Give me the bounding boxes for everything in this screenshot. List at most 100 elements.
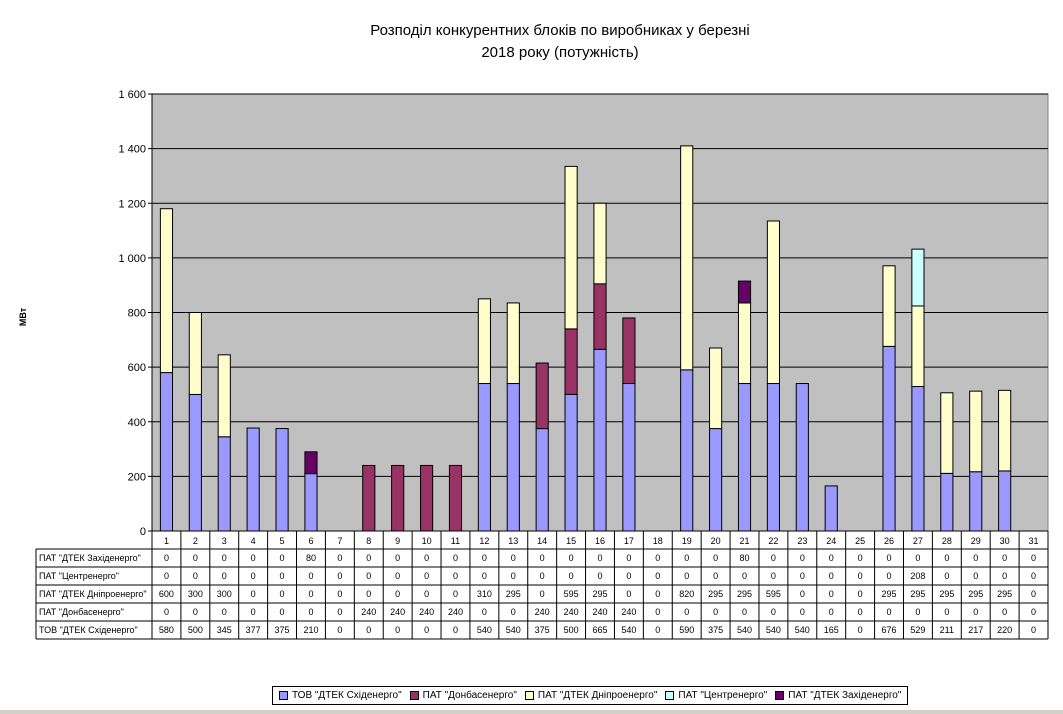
legend-label: ТОВ "ДТЕК Східенерго" <box>292 690 402 701</box>
table-cell-value: 0 <box>222 571 227 581</box>
table-series-name: ПАТ "Центренерго" <box>39 571 119 581</box>
table-cell-value: 0 <box>424 589 429 599</box>
table-cell-value: 0 <box>887 571 892 581</box>
table-cell-value: 0 <box>1002 553 1007 563</box>
table-cell-value: 295 <box>939 589 954 599</box>
table-cell-value: 0 <box>771 553 776 563</box>
table-cell-value: 0 <box>395 625 400 635</box>
table-series-name: ТОВ "ДТЕК Східенерго" <box>39 625 138 635</box>
bar-segment <box>998 389 1012 472</box>
bar-segment <box>362 464 376 532</box>
chart-title: Розподіл конкурентних блоків по виробник… <box>260 20 860 64</box>
table-cell-value: 540 <box>506 625 521 635</box>
table-cell-value: 0 <box>280 607 285 617</box>
table-cell-value: 0 <box>1031 553 1036 563</box>
bar-segment <box>506 302 520 385</box>
y-tick-label: 200 <box>128 471 146 483</box>
table-cell-value: 375 <box>535 625 550 635</box>
table-cell-value: 295 <box>737 589 752 599</box>
y-tick-label: 0 <box>140 526 146 538</box>
table-cell-value: 595 <box>766 589 781 599</box>
bar-segment <box>593 202 607 285</box>
table-cell-value: 0 <box>626 553 631 563</box>
x-tick-label: 10 <box>422 536 432 546</box>
bar-segment <box>969 390 983 473</box>
table-cell-value: 0 <box>858 607 863 617</box>
table-cell-value: 295 <box>910 589 925 599</box>
table-cell-value: 0 <box>308 589 313 599</box>
bar-segment <box>882 265 896 347</box>
table-cell-value: 240 <box>592 607 607 617</box>
x-tick-label: 8 <box>366 536 371 546</box>
table-cell-value: 540 <box>737 625 752 635</box>
table-cell-value: 0 <box>164 553 169 563</box>
table-cell-value: 0 <box>280 589 285 599</box>
table-cell-value: 0 <box>337 607 342 617</box>
table-cell-value: 80 <box>306 553 316 563</box>
x-tick-label: 11 <box>451 536 460 546</box>
table-cell-value: 0 <box>973 571 978 581</box>
table-cell-value: 0 <box>453 571 458 581</box>
bar-segment <box>680 369 694 532</box>
table-cell-value: 0 <box>569 571 574 581</box>
bar-segment <box>882 345 896 532</box>
x-tick-label: 4 <box>251 536 256 546</box>
x-tick-label: 15 <box>566 536 576 546</box>
table-cell-value: 0 <box>858 625 863 635</box>
chart-title-line1: Розподіл конкурентних блоків по виробник… <box>370 22 750 39</box>
table-cell-value: 0 <box>251 553 256 563</box>
table-cell-value: 0 <box>395 553 400 563</box>
table-cell-value: 0 <box>1002 607 1007 617</box>
table-cell-value: 0 <box>395 571 400 581</box>
table-cell-value: 295 <box>997 589 1012 599</box>
table-cell-value: 345 <box>217 625 232 635</box>
y-tick-label: 1 000 <box>118 253 146 265</box>
table-cell-value: 0 <box>684 553 689 563</box>
table-cell-value: 0 <box>337 589 342 599</box>
x-tick-label: 30 <box>1000 536 1010 546</box>
table-cell-value: 210 <box>303 625 318 635</box>
x-tick-label: 31 <box>1029 536 1039 546</box>
table-cell-value: 0 <box>1031 607 1036 617</box>
legend-label: ПАТ "Центренерго" <box>678 690 768 701</box>
table-cell-value: 0 <box>424 553 429 563</box>
table-cell-value: 0 <box>424 625 429 635</box>
bar-segment <box>506 383 520 532</box>
bar-segment <box>188 393 202 532</box>
y-tick-label: 400 <box>128 417 146 429</box>
table-cell-value: 240 <box>390 607 405 617</box>
x-tick-label: 20 <box>711 536 721 546</box>
bar-segment <box>477 298 491 385</box>
legend-swatch <box>279 691 288 700</box>
legend-item: ПАТ "ДТЕК Дніпроенерго" <box>524 690 657 701</box>
bar-segment <box>275 428 289 532</box>
table-cell-value: 0 <box>655 589 660 599</box>
table-cell-value: 0 <box>511 553 516 563</box>
y-tick-label: 800 <box>128 308 146 320</box>
table-cell-value: 0 <box>482 607 487 617</box>
bar-segment <box>477 383 491 532</box>
bar-segment <box>709 347 723 430</box>
table-cell-value: 0 <box>597 553 602 563</box>
x-tick-label: 13 <box>508 536 518 546</box>
table-cell-value: 0 <box>308 571 313 581</box>
table-cell-value: 300 <box>188 589 203 599</box>
table-cell-value: 540 <box>621 625 636 635</box>
table-cell-value: 529 <box>910 625 925 635</box>
table-cell-value: 0 <box>453 625 458 635</box>
bar-segment <box>564 328 578 395</box>
table-cell-value: 375 <box>275 625 290 635</box>
table-cell-value: 0 <box>887 553 892 563</box>
table-cell-value: 540 <box>766 625 781 635</box>
x-tick-label: 22 <box>768 536 778 546</box>
table-cell-value: 0 <box>800 589 805 599</box>
table-cell-value: 0 <box>540 571 545 581</box>
table-cell-value: 0 <box>337 625 342 635</box>
table-cell-value: 208 <box>910 571 925 581</box>
table-cell-value: 0 <box>280 571 285 581</box>
bar-segment <box>159 208 174 374</box>
bar-segment <box>217 354 231 438</box>
bar-segment <box>737 302 752 385</box>
bar-segment <box>420 464 434 532</box>
table-cell-value: 0 <box>655 607 660 617</box>
